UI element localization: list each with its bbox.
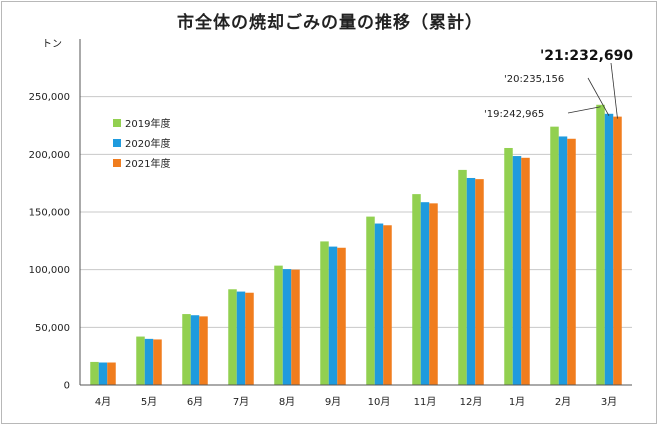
bar [613,116,622,386]
y-tick-label: 100,000 [29,265,70,276]
y-tick-label: 50,000 [35,323,70,334]
bar [236,291,246,385]
x-tick-label: 4月 [95,396,111,408]
annotation-label: '20:235,156 [504,74,564,85]
annotation-leader [567,106,601,114]
x-tick-label: 8月 [279,396,295,408]
bar [521,157,530,385]
legend-swatch [113,119,121,127]
legend-label: 2021年度 [125,157,170,170]
annotation-label: '21:232,690 [540,48,633,64]
x-tick-label: 5月 [141,396,157,408]
bar [412,194,421,385]
bar [567,138,576,385]
bar [98,362,108,385]
y-tick-label: 150,000 [29,208,70,219]
bar [328,246,338,385]
bar [90,361,99,385]
chart-title: 市全体の焼却ごみの量の推移（累計） [177,13,483,33]
bar [550,126,559,386]
bar [429,203,438,385]
legend-label: 2019年度 [125,117,170,130]
gridlines [80,96,632,328]
bar [420,202,430,385]
legend-label: 2020年度 [125,137,170,150]
bar [199,316,208,385]
x-tick-label: 9月 [325,396,341,408]
bar [374,223,384,385]
bar [320,241,329,385]
annotation-label: '19:242,965 [484,109,544,120]
x-tick-label: 7月 [233,396,249,408]
bar [136,336,145,385]
bar [107,362,116,385]
bar [291,269,300,385]
bar [190,315,200,385]
legend-swatch [113,139,121,147]
bar [337,247,346,385]
bar [228,289,237,385]
bar [504,147,513,385]
bar [274,265,283,385]
x-tick-label: 10月 [368,396,391,408]
bars [90,104,622,386]
bar [245,292,254,385]
x-tick-label: 3月 [601,396,617,408]
bar [466,177,476,385]
x-tick-label: 1月 [509,396,525,408]
x-tick-label: 12月 [460,396,483,408]
bar [144,338,154,385]
bar [512,156,522,385]
legend: 2019年度 2020年度 2021年度 [113,117,170,170]
y-axis-unit: トン [42,39,62,50]
bar [475,179,484,385]
x-axis-ticks: 4月 5月 6月 7月 8月 9月 10月 11月 12月 1月 2月 3月 [95,396,617,408]
bar [458,169,467,385]
y-tick-label: 0 [64,381,70,392]
bar [182,314,191,385]
bar [366,216,375,385]
y-tick-label: 200,000 [29,150,70,161]
bar [153,339,162,385]
bar [282,269,292,385]
y-axis-ticks: 0 50,000 100,000 150,000 200,000 250,000 [29,92,70,391]
bar [604,113,614,385]
annotations: '19:242,965 '20:235,156 '21:232,690 [484,48,633,120]
bar [558,136,568,385]
x-tick-label: 2月 [555,396,571,408]
bar [596,104,605,385]
x-tick-label: 11月 [414,396,437,408]
annotation-leader [587,77,610,116]
bar [383,225,392,385]
annotation-leader [610,62,618,119]
y-tick-label: 250,000 [29,92,70,103]
legend-swatch [113,159,121,167]
x-tick-label: 6月 [187,396,203,408]
